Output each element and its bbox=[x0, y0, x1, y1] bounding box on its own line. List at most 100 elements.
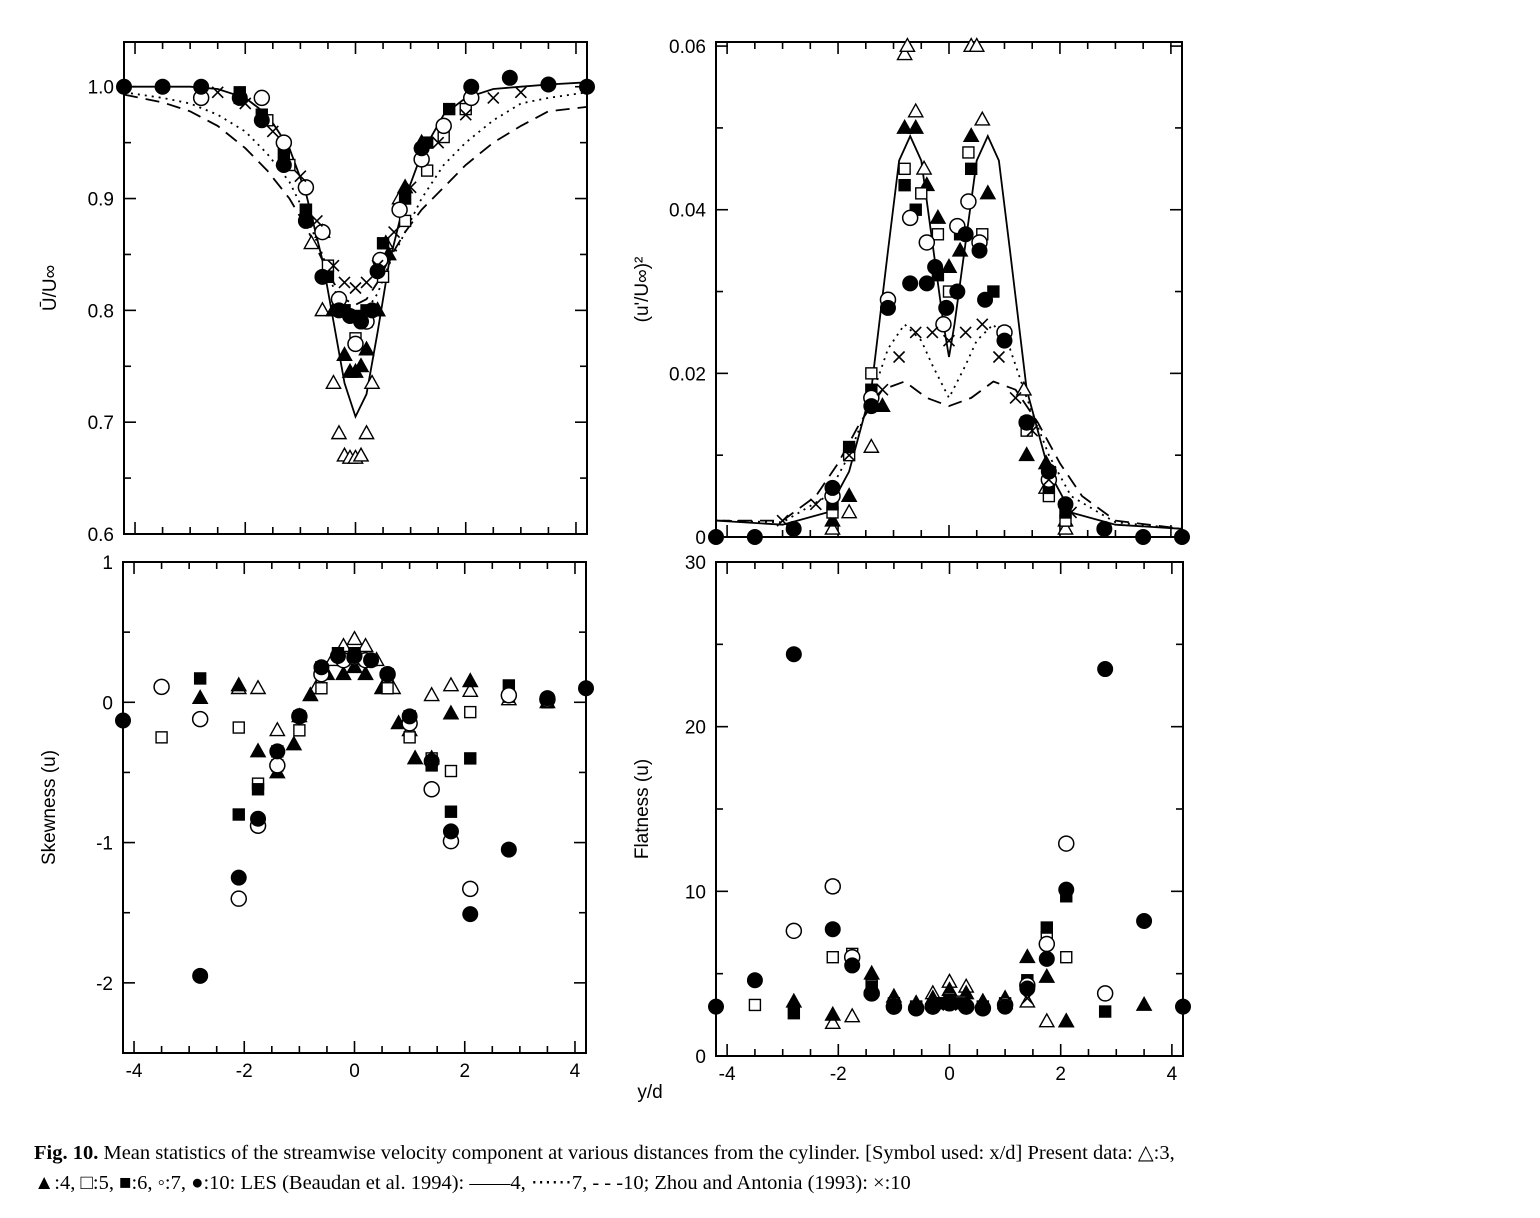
filled-circle-point bbox=[413, 140, 430, 157]
filled-circle-point bbox=[1019, 980, 1036, 997]
y-tick-label: 0 bbox=[695, 1047, 706, 1068]
filled-triangle-point bbox=[929, 208, 947, 224]
cross-point bbox=[1064, 506, 1078, 519]
filled-square-point bbox=[787, 1006, 801, 1020]
open-circle-point bbox=[391, 201, 408, 218]
filled-circle-point bbox=[958, 998, 975, 1015]
filled-triangle-point bbox=[302, 686, 319, 702]
filled-circle-point bbox=[1097, 661, 1114, 678]
open-triangle-point bbox=[363, 374, 381, 389]
open-circle-point bbox=[435, 117, 452, 135]
cross-point bbox=[876, 383, 889, 396]
filled-circle-point bbox=[291, 708, 308, 725]
open-square-point bbox=[293, 724, 306, 737]
filled-square-point bbox=[443, 102, 456, 116]
open-triangle-point bbox=[442, 676, 460, 692]
filled-triangle-point bbox=[406, 749, 424, 765]
filled-triangle-point bbox=[358, 340, 375, 356]
filled-triangle-point bbox=[249, 742, 267, 758]
filled-circle-point bbox=[501, 69, 518, 86]
open-triangle-point bbox=[303, 234, 320, 250]
open-circle-point bbox=[935, 316, 952, 333]
filled-circle-point bbox=[578, 680, 594, 697]
open-triangle-point bbox=[461, 682, 479, 698]
figure-caption: Fig. 10. Mean statistics of the streamwi… bbox=[34, 1138, 1524, 1198]
y-tick-label: 0.9 bbox=[88, 190, 114, 211]
x-tick-label: -2 bbox=[830, 1064, 847, 1085]
filled-circle-point bbox=[579, 78, 595, 95]
caption-line-1: Fig. 10. Mean statistics of the streamwi… bbox=[34, 1138, 1524, 1168]
filled-triangle-point bbox=[896, 118, 913, 134]
cross-point bbox=[976, 318, 989, 331]
open-circle-point bbox=[347, 335, 364, 353]
open-triangle-point bbox=[840, 503, 858, 519]
cross-point bbox=[360, 276, 373, 289]
filled-circle-point bbox=[314, 268, 331, 285]
cross-point bbox=[404, 181, 417, 194]
filled-square-point bbox=[193, 672, 207, 685]
filled-circle-point bbox=[154, 78, 171, 95]
open-triangle-point bbox=[863, 438, 880, 453]
open-circle-point bbox=[423, 781, 440, 798]
y-tick-label: 0.6 bbox=[88, 525, 114, 546]
filled-circle-point bbox=[708, 998, 724, 1015]
filled-circle-point bbox=[902, 275, 919, 292]
open-triangle-point bbox=[915, 159, 933, 175]
open-square-point bbox=[315, 682, 328, 695]
cross-point bbox=[327, 259, 340, 272]
filled-circle-point bbox=[957, 226, 974, 243]
filled-triangle-point bbox=[230, 676, 248, 692]
open-circle-point bbox=[269, 757, 286, 774]
mean-velocity-panel: 1.0 0.9 0.8 0.7 0.6 Ū/U∞ bbox=[40, 41, 595, 546]
filled-circle-point bbox=[193, 78, 210, 95]
cross-point bbox=[459, 108, 472, 121]
open-circle-point bbox=[500, 687, 518, 704]
filled-circle-point bbox=[275, 157, 292, 173]
filled-triangle-point bbox=[1038, 968, 1056, 983]
filled-triangle-point bbox=[336, 346, 353, 362]
cross-point bbox=[514, 86, 527, 99]
open-circle-point bbox=[230, 890, 247, 907]
filled-circle-point bbox=[974, 1000, 991, 1017]
filled-circle-point bbox=[863, 398, 880, 415]
filled-circle-point bbox=[997, 998, 1014, 1015]
y-tick-label: 10 bbox=[685, 882, 706, 903]
filled-triangle-point bbox=[907, 118, 925, 134]
open-triangle-point bbox=[346, 630, 363, 646]
filled-triangle-point bbox=[1019, 948, 1036, 964]
filled-triangle-point bbox=[346, 658, 363, 674]
filled-circle-point bbox=[116, 78, 132, 95]
filled-triangle-point bbox=[840, 487, 858, 503]
filled-circle-point bbox=[996, 332, 1013, 349]
x-axis-label: y/d bbox=[637, 1082, 662, 1103]
filled-triangle-point bbox=[357, 665, 374, 681]
filled-circle-point bbox=[844, 957, 861, 974]
filled-circle-point bbox=[938, 299, 955, 316]
filled-square-point bbox=[1098, 1005, 1112, 1018]
figure: 1.0 0.9 0.8 0.7 0.6 Ū/U∞ 0.06 0.04 0.02 0 (u'/U∞)… bbox=[39, 37, 1191, 1103]
filled-circle-point bbox=[353, 313, 370, 330]
filled-circle-point bbox=[1175, 998, 1191, 1015]
open-triangle-point bbox=[968, 37, 986, 53]
open-triangle-point bbox=[824, 1014, 842, 1030]
filled-square-point bbox=[464, 752, 477, 765]
y-tick-label: 1.0 bbox=[88, 78, 114, 99]
x-tick-label: 2 bbox=[459, 1061, 470, 1082]
open-circle-point bbox=[918, 234, 936, 251]
x-tick-label: 0 bbox=[349, 1061, 360, 1082]
cross-point bbox=[1021, 992, 1034, 1005]
filled-triangle-point bbox=[863, 964, 880, 980]
open-square-point bbox=[865, 367, 878, 380]
filled-square-point bbox=[444, 805, 458, 818]
y-tick-label: 0.7 bbox=[88, 413, 114, 434]
cross-point bbox=[310, 214, 323, 227]
open-triangle-point bbox=[1038, 1012, 1056, 1028]
y-tick-label: -1 bbox=[96, 834, 113, 855]
filled-circle-point bbox=[918, 275, 935, 292]
filled-square-point bbox=[1040, 921, 1053, 934]
filled-triangle-point bbox=[1018, 446, 1035, 462]
filled-circle-point bbox=[879, 299, 896, 316]
filled-circle-point bbox=[463, 78, 480, 95]
x-tick-label: 4 bbox=[570, 1061, 581, 1082]
cross-point bbox=[266, 125, 279, 138]
